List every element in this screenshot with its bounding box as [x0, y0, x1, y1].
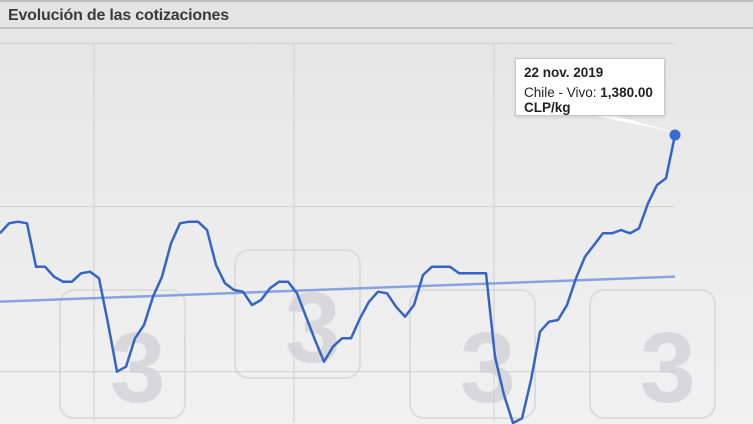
- tooltip-date: 22 nov. 2019: [524, 65, 604, 80]
- tooltip: 22 nov. 2019 Chile - Vivo: 1,380.00 CLP/…: [515, 58, 665, 116]
- chart-title: Evolución de las cotizaciones: [8, 7, 229, 24]
- tooltip-value: 1,380.00 CLP/kg: [524, 85, 653, 115]
- watermark-glyph: 3: [110, 312, 166, 424]
- watermark-frame: [234, 249, 361, 379]
- tooltip-series-label: Chile - Vivo:: [524, 85, 597, 100]
- chart-header: Evolución de las cotizaciones: [0, 0, 753, 29]
- watermark-frame: [59, 289, 186, 419]
- watermark-glyph: 3: [640, 312, 696, 424]
- watermark-frame: [589, 289, 716, 419]
- highlight-point: [669, 129, 681, 141]
- series-line-chile-vivo: [0, 134, 677, 424]
- tooltip-pointer: [595, 116, 671, 131]
- trend-line: [0, 275, 676, 303]
